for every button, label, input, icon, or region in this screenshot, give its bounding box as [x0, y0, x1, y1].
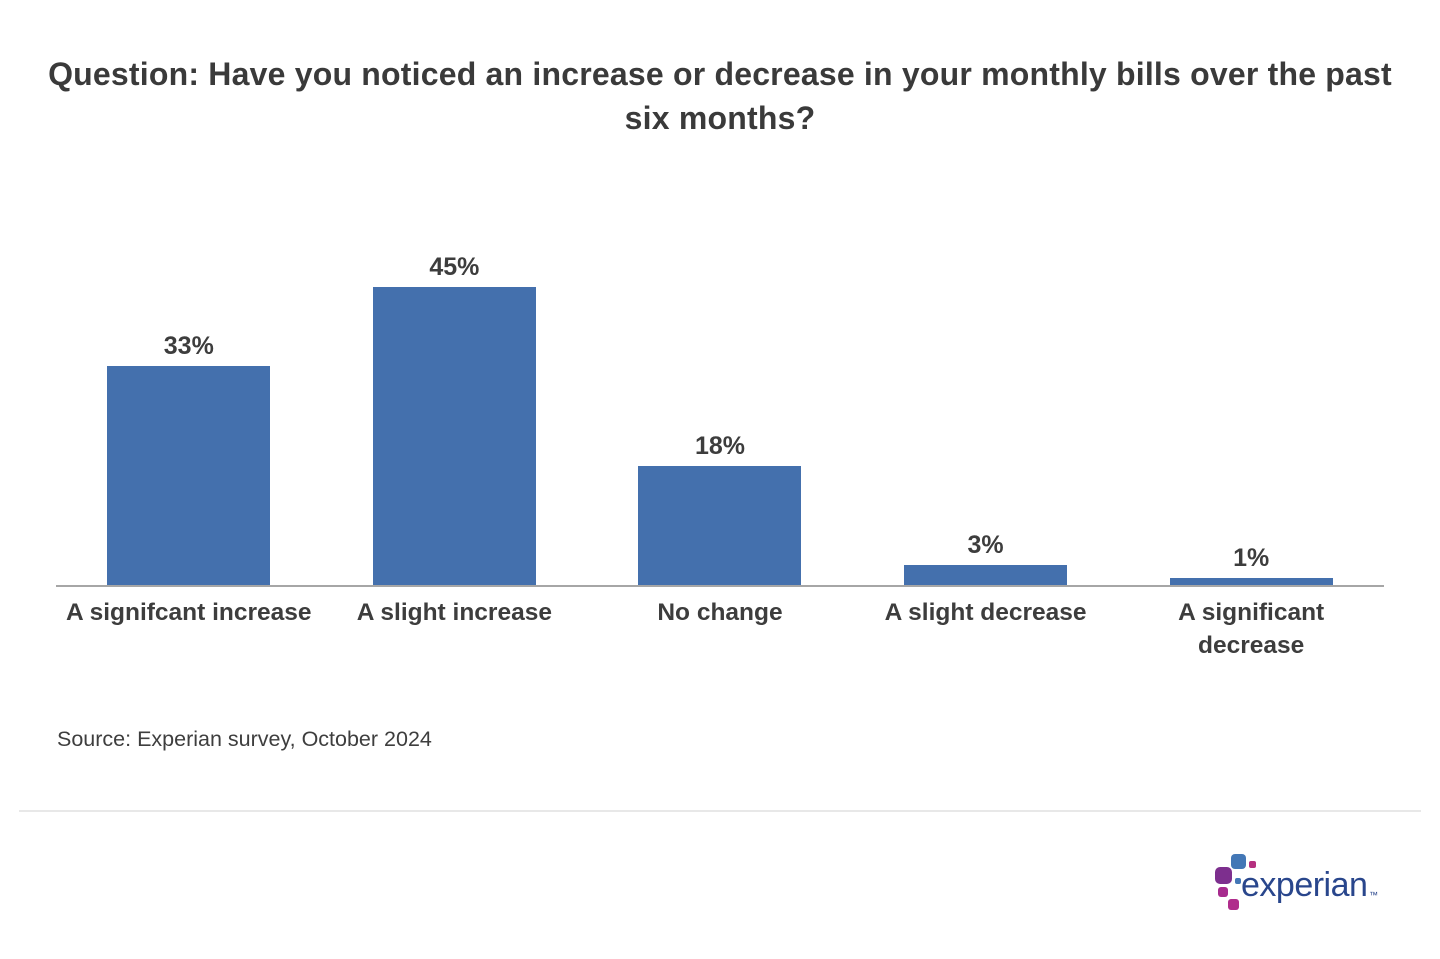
- bar-value-label: 3%: [967, 531, 1004, 559]
- source-note: Source: Experian survey, October 2024: [57, 727, 432, 751]
- bar-chart: 33% 45% 18% 3% 1% A signifcant increase A sli…: [56, 245, 1384, 662]
- category-label-text: A signifcant increase: [66, 599, 312, 626]
- x-axis-line: [56, 585, 1384, 587]
- chart-title: Question: Have you noticed an increase o…: [48, 56, 1392, 137]
- category-label: A signifcant increase: [56, 596, 322, 662]
- bar: [638, 466, 802, 585]
- category-label-text: A slight increase: [356, 599, 552, 626]
- logo-trademark: ™: [1369, 890, 1378, 900]
- bar-column: 45%: [322, 255, 588, 585]
- bar-value-label: 1%: [1233, 544, 1270, 572]
- bar-column: 18%: [587, 434, 853, 585]
- category-label: No change: [587, 596, 853, 662]
- bar-value-label: 18%: [694, 432, 745, 460]
- category-label-text: A slight decrease: [884, 599, 1087, 626]
- logo-block-magenta-icon: [1218, 887, 1228, 897]
- bar-column: 33%: [56, 334, 322, 585]
- experian-logo: experian ™: [1212, 846, 1382, 918]
- bar: [904, 565, 1068, 585]
- bar: [1169, 578, 1333, 585]
- logo-block-blue-icon: [1231, 854, 1246, 869]
- category-label-text: A significant decrease: [1178, 599, 1325, 660]
- category-label-text: No change: [657, 599, 783, 626]
- x-axis-labels: A signifcant increase A slight increase No…: [56, 587, 1384, 662]
- logo-block-purple-icon: [1215, 867, 1232, 884]
- logo-block-pink-dot-icon: [1249, 861, 1256, 868]
- footer-divider: [19, 810, 1421, 812]
- bar-value-label: 33%: [163, 332, 214, 360]
- category-label: A significant decrease: [1118, 596, 1384, 662]
- category-label: A slight decrease: [853, 596, 1119, 662]
- bar-column: 1%: [1118, 546, 1384, 585]
- bar: [372, 287, 536, 585]
- bar-column: 3%: [853, 533, 1119, 585]
- logo-block-blue-dot-icon: [1235, 878, 1241, 884]
- plot-area: 33% 45% 18% 3% 1%: [56, 245, 1384, 585]
- logo-block-magenta-sm-icon: [1228, 899, 1239, 910]
- logo-wordmark: experian: [1241, 866, 1368, 904]
- category-label: A slight increase: [322, 596, 588, 662]
- bar: [107, 366, 271, 585]
- bar-value-label: 45%: [429, 253, 480, 281]
